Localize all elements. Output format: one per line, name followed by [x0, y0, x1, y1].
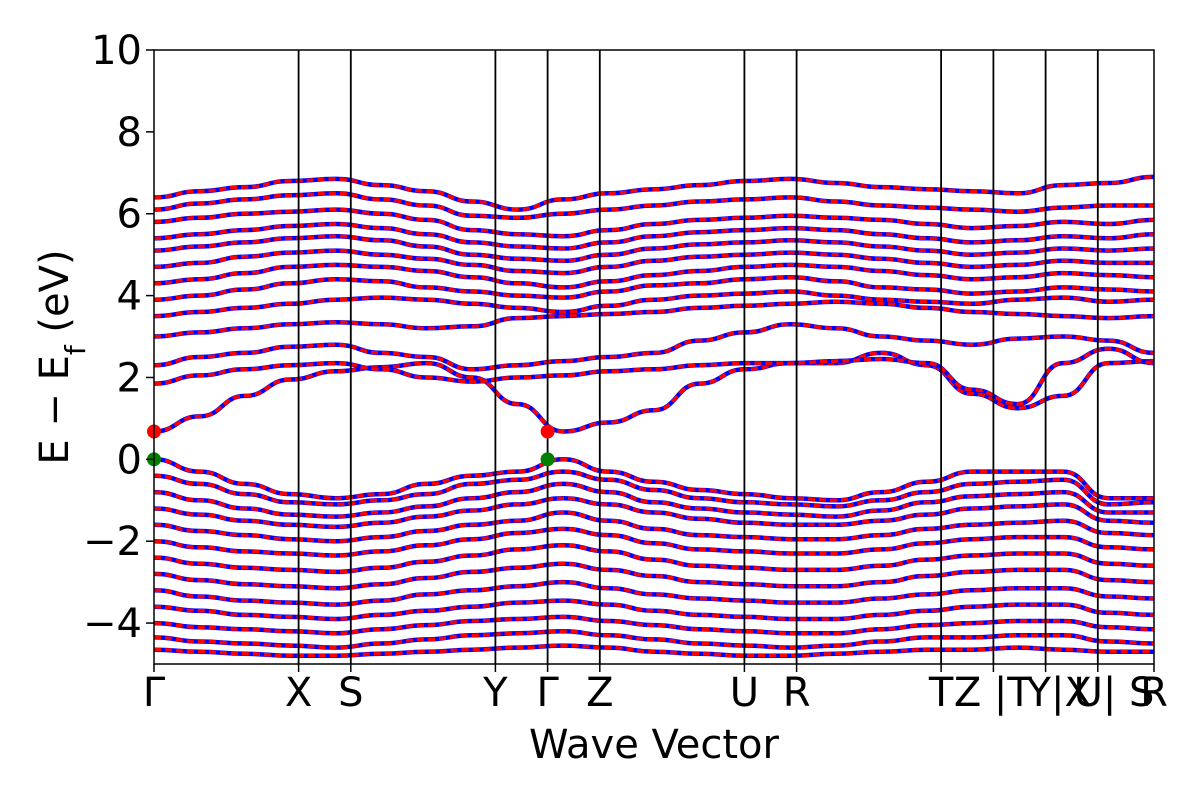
conduction-band-5-spin-up	[153, 274, 1155, 302]
valence-band-8-spin-down	[153, 580, 1155, 607]
x-tick-label-1: X	[285, 670, 312, 716]
x-axis-ticks: Γ X S Y Γ Z U R T Z |TY|XU| SR	[143, 664, 1168, 716]
y-tick-label-6: 8	[117, 110, 142, 156]
x-tick-label-12: U| S	[1074, 670, 1155, 716]
y-tick-label-7: 10	[91, 28, 142, 74]
conduction-band-2-spin-up	[153, 322, 1155, 372]
x-tick-label-8: T	[928, 670, 954, 716]
kpath-vertical-lines	[297, 50, 1099, 664]
x-tick-label-7: R	[783, 670, 811, 716]
valence-band-5-spin-down	[153, 527, 1155, 558]
valence-band-7-spin-down	[153, 561, 1155, 591]
y-tick-label-2: 0	[117, 437, 142, 483]
x-tick-label-10: |T	[994, 670, 1032, 716]
conduction-band-8-spin-down	[153, 234, 1155, 263]
band-lines	[153, 174, 1155, 659]
conduction-band-12-spin-down	[153, 175, 1155, 212]
x-tick-label-2: S	[338, 670, 363, 716]
conduction-band-4-spin-down	[153, 289, 1155, 318]
conduction-band-9-spin-down	[153, 222, 1155, 251]
x-tick-label-3: Y	[482, 670, 508, 716]
valence-band-4-spin-down	[153, 510, 1155, 543]
x-tick-label-9: Z	[954, 670, 981, 716]
valence-band-0-spin-up	[153, 457, 1154, 503]
y-axis-title: E − Ef (eV)	[32, 249, 92, 464]
y-axis-ticks: −4 −2 0 2 4 6 8 10	[83, 28, 154, 647]
conduction-band-11-spin-down	[153, 191, 1154, 220]
conduction-band-6-spin-down	[153, 263, 1155, 290]
valence-band-6-spin-down	[153, 543, 1155, 574]
valence-band-6-spin-up	[153, 543, 1155, 575]
valence-band-10-spin-down	[153, 615, 1155, 636]
x-axis-title: Wave Vector	[529, 722, 780, 768]
valence-band-1-spin-down	[153, 469, 1155, 509]
conduction-band-2-spin-down	[153, 322, 1155, 372]
y-axis-title-main: E − E	[32, 355, 78, 465]
x-tick-label-0: Γ	[143, 670, 166, 716]
valence-band-9-spin-down	[153, 598, 1155, 621]
y-tick-label-4: 4	[117, 274, 142, 320]
conduction-band-3-spin-up	[153, 299, 1155, 339]
conduction-band-11-spin-up	[153, 191, 1154, 221]
valence-band-7-spin-up	[153, 561, 1155, 591]
x-tick-label-6: U	[730, 670, 759, 716]
y-axis-title-unit: (eV)	[32, 249, 78, 345]
conduction-band-1-spin-down	[153, 347, 1155, 406]
valence-band-5-spin-up	[153, 526, 1155, 558]
x-tick-label-11: Y|X	[1026, 670, 1092, 716]
vbm-marker-3	[540, 452, 555, 467]
y-tick-label-3: 2	[117, 355, 142, 401]
valence-band-11-spin-down	[153, 629, 1155, 650]
conduction-band-3-spin-down	[153, 299, 1155, 339]
conduction-band-5-spin-down	[153, 275, 1155, 302]
y-axis-title-subscript: f	[59, 344, 92, 355]
x-tick-label-4: Γ	[536, 670, 559, 716]
conduction-band-0-spin-down	[153, 351, 1155, 434]
conduction-band-7-spin-down	[153, 248, 1154, 275]
conduction-band-10-spin-up	[153, 207, 1155, 239]
y-tick-label-0: −4	[83, 601, 142, 647]
x-tick-label-13: R	[1140, 670, 1168, 716]
valence-band-2-spin-down	[153, 482, 1154, 519]
y-tick-label-1: −2	[83, 519, 142, 565]
valence-band-12-spin-down	[153, 643, 1154, 658]
valence-band-3-spin-down	[153, 496, 1155, 529]
y-tick-label-5: 6	[117, 192, 142, 238]
cbm-marker-1	[540, 424, 555, 439]
conduction-band-10-spin-down	[153, 207, 1155, 238]
x-tick-label-5: Z	[586, 670, 613, 716]
plot-area-frame	[153, 49, 1155, 665]
